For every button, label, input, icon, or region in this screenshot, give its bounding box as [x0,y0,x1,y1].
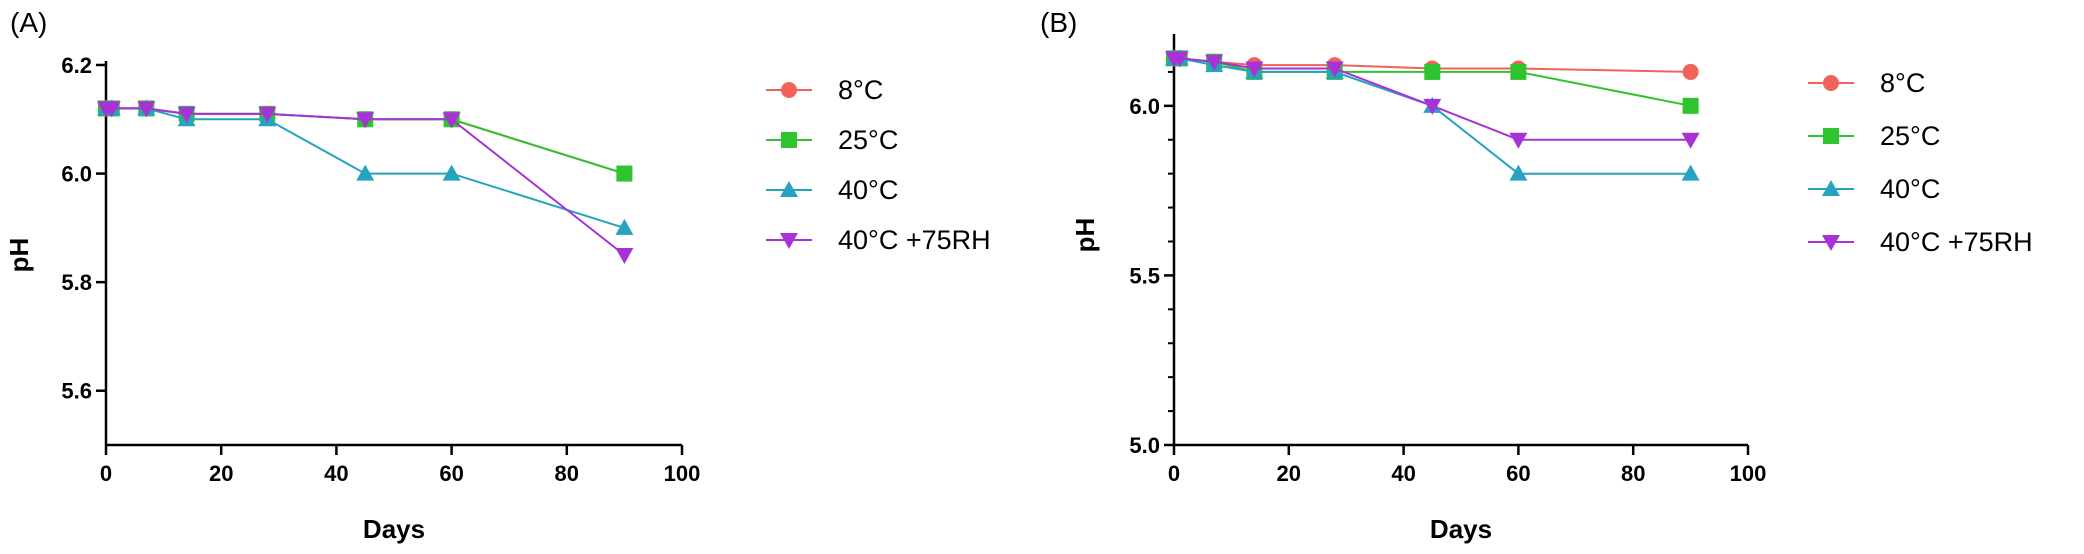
y-tick-label: 6.0 [61,162,92,187]
y-axis-title: pH [4,238,34,273]
data-point [258,106,277,123]
legend-item: 40°C [766,175,898,205]
legend-marker [1823,75,1839,91]
y-tick-label: 5.0 [1129,433,1160,458]
series-line [1174,57,1691,141]
legend-label: 40°C +75RH [838,225,991,255]
panel-label: (A) [10,7,47,38]
data-point [356,164,375,181]
data-point [1510,63,1527,80]
x-tick-label: 100 [1730,461,1767,486]
data-point [1325,61,1344,78]
x-tick-label: 60 [1506,461,1530,486]
data-point [1682,97,1699,114]
x-tick-label: 80 [1621,461,1645,486]
series-3 [1165,51,1700,149]
series-line [106,107,626,256]
legend-label: 40°C +75RH [1880,227,2033,257]
data-point [1681,164,1700,181]
legend-item: 40°C +75RH [1808,227,2033,257]
y-tick-label: 6.2 [61,53,92,78]
data-point [102,101,121,118]
legend-label: 40°C [1880,174,1940,204]
legend-item: 8°C [766,75,883,105]
y-axis-title: pH [1070,218,1100,253]
series-3 [97,101,634,264]
legend-marker [1822,180,1840,196]
data-point [1170,51,1189,68]
legend-marker [780,233,798,249]
legend-label: 25°C [1880,121,1940,151]
legend: 8°C 25°C 40°C 40°C +75RH [1808,68,2033,257]
legend-marker [1822,235,1840,251]
chart-panel-b: (B) 0 20 40 60 80 100 5.0 5.5 6.0 Days pH 8°C 25°C 40°… [1040,7,2033,544]
data-point [616,165,633,182]
chart-panel-a: (A) 0 20 40 60 80 100 5.6 5.8 6.0 6.2 Days pH 8°C 25°C… [4,7,991,544]
data-point [1205,54,1224,71]
data-point [137,101,156,118]
data-point [1509,164,1528,181]
panel-label: (B) [1040,7,1077,38]
legend-label: 8°C [1880,68,1925,98]
x-tick-label: 20 [209,461,233,486]
data-point [1682,63,1699,80]
legend-marker [781,132,797,148]
data-point [177,106,196,123]
x-tick-label: 40 [1391,461,1415,486]
x-tick-label: 60 [439,461,463,486]
legend-marker [780,181,798,197]
x-tick-label: 80 [555,461,579,486]
data-point [356,112,375,129]
x-tick-label: 40 [324,461,348,486]
data-point [1423,98,1442,115]
legend: 8°C 25°C 40°C 40°C +75RH [766,75,991,255]
y-tick-label: 6.0 [1129,94,1160,119]
x-tick-label: 100 [664,461,701,486]
legend-item: 25°C [1808,121,1940,151]
y-tick-label: 5.5 [1129,263,1160,288]
x-axis-title: Days [363,514,425,544]
x-tick-label: 0 [100,461,112,486]
legend-label: 40°C [838,175,898,205]
y-tick-label: 5.6 [61,379,92,404]
data-point [615,248,634,264]
legend-item: 40°C +75RH [766,225,991,255]
y-tick-label: 5.8 [61,270,92,295]
data-point [615,218,634,235]
data-point [1424,63,1441,80]
legend-item: 8°C [1808,68,1925,98]
x-tick-label: 0 [1168,461,1180,486]
legend-item: 25°C [766,125,898,155]
data-point [442,164,461,181]
legend-label: 25°C [838,125,898,155]
x-tick-label: 20 [1277,461,1301,486]
legend-marker [1823,128,1839,144]
legend-marker [781,82,797,98]
legend-item: 40°C [1808,174,1940,204]
legend-label: 8°C [838,75,883,105]
data-point [1509,132,1528,149]
x-axis-title: Days [1430,514,1492,544]
data-point [1245,61,1264,78]
data-point [442,112,461,129]
data-point [1681,132,1700,149]
